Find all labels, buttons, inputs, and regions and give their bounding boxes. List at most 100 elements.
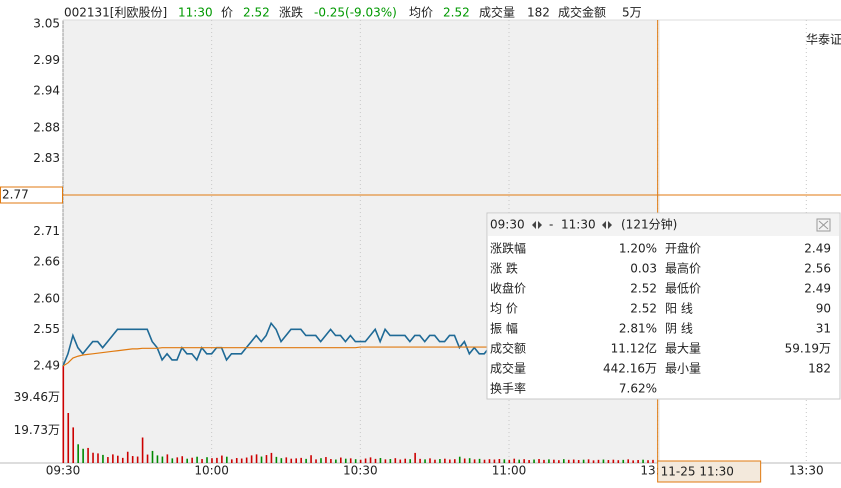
volume-bar (92, 452, 94, 463)
tooltip-label: 阳 线 (665, 302, 693, 316)
volume-bar (399, 459, 402, 463)
volume-bar (206, 457, 208, 463)
volume-bar (359, 459, 362, 463)
volume-bar (478, 458, 481, 463)
tooltip-value: 2.52 (630, 282, 657, 296)
volume-bar (553, 459, 555, 463)
volume-bar (513, 458, 516, 463)
volume-bar (523, 459, 525, 463)
volume-bar (305, 458, 307, 463)
tooltip-label: 阴 线 (665, 322, 693, 336)
volume-bar (622, 459, 625, 463)
volume-bar (131, 456, 134, 463)
tooltip-label: 最低价 (665, 282, 701, 296)
x-tick-label: 10:30 (343, 464, 378, 478)
tooltip (486, 212, 841, 400)
volume-bar (558, 460, 560, 463)
x-tick-label: 10:00 (194, 464, 229, 478)
volume-bar (82, 448, 84, 463)
volume-bar (543, 459, 545, 463)
volume-bar (335, 459, 337, 463)
tooltip-value: 2.52 (630, 302, 657, 316)
volume-bar (77, 444, 79, 463)
volume-bar (538, 459, 540, 463)
tooltip-value: 2.49 (804, 242, 831, 256)
volume-bar (156, 455, 159, 463)
volume-bar (265, 455, 268, 463)
volume-bar (528, 460, 530, 463)
volume-bar (597, 459, 600, 463)
tooltip-label: 收盘价 (490, 281, 526, 296)
y-tick-label: 2.60 (33, 291, 60, 305)
volume-bar (642, 459, 644, 463)
y-tick-label: 2.71 (33, 224, 60, 238)
broker: 华泰证 (806, 33, 841, 47)
volume-bar (161, 456, 164, 463)
volume-bar (567, 459, 570, 463)
tooltip-label: 换手率 (490, 381, 526, 396)
amount: 5万 (622, 6, 642, 20)
volume-bar (121, 457, 124, 463)
crosshair-y-box (0, 186, 63, 204)
volume-bar (483, 459, 486, 463)
volume-bar (245, 457, 248, 463)
volume-bar (107, 457, 109, 463)
volume-bar (97, 453, 99, 463)
volume-bar (394, 458, 397, 463)
tooltip-value: 2.49 (804, 282, 831, 296)
volume-bar (117, 455, 119, 463)
volume-bar (592, 460, 595, 463)
volume-bar (146, 454, 149, 463)
volume-bar (330, 459, 332, 463)
volume-bar (260, 456, 263, 463)
volume-bar (186, 458, 188, 463)
volume-bar (240, 458, 243, 463)
volume-bar (652, 459, 654, 463)
volume-bar (637, 460, 639, 463)
tooltip-label: 最大量 (665, 342, 701, 356)
x-tick-label: 13:30 (789, 464, 824, 478)
price-label: 价 (221, 6, 233, 20)
volume-bar (340, 457, 342, 463)
tooltip-header (488, 214, 839, 236)
volume-bar (285, 457, 288, 463)
close-icon (816, 218, 831, 232)
volume-bar (508, 459, 511, 463)
volume-bar (87, 447, 89, 463)
volume-bar (379, 458, 382, 463)
time: 11:30 (178, 6, 213, 20)
volume-bar (230, 459, 233, 463)
volume-tick-label: 39.46万 (14, 390, 60, 404)
volume-bar (488, 459, 491, 463)
volume-bar (533, 459, 535, 463)
volume-bar (112, 454, 114, 463)
volume-bar (503, 459, 506, 463)
volume-bar (211, 458, 213, 463)
vol-label: 成交量 (479, 5, 515, 20)
volume-bar (295, 458, 298, 463)
crosshair-x-box (657, 460, 762, 483)
volume-bar (582, 459, 585, 463)
volume-tick-label: 19.73万 (14, 423, 60, 437)
volume-bar (216, 457, 218, 463)
volume-bar (414, 452, 416, 463)
volume-bar (369, 457, 372, 463)
tooltip-value: 182 (808, 362, 831, 376)
volume-bar (453, 459, 456, 463)
volume-bar (151, 450, 154, 463)
volume-bar (468, 458, 471, 463)
tooltip-label: 最高价 (665, 261, 701, 276)
x-tick-label: 09:30 (46, 464, 81, 478)
volume-bar (473, 459, 476, 463)
volume-bar (67, 412, 70, 463)
tooltip-value: 31 (816, 322, 831, 336)
tooltip-label: 成交额 (490, 341, 526, 356)
volume-bar (424, 459, 426, 463)
volume-bar (126, 451, 129, 463)
volume-bar (493, 459, 496, 463)
tooltip-value: 59.19万 (785, 342, 831, 356)
tooltip-label: 均 价 (490, 302, 518, 316)
volume-bar (166, 454, 169, 463)
volume-bar (344, 458, 347, 463)
